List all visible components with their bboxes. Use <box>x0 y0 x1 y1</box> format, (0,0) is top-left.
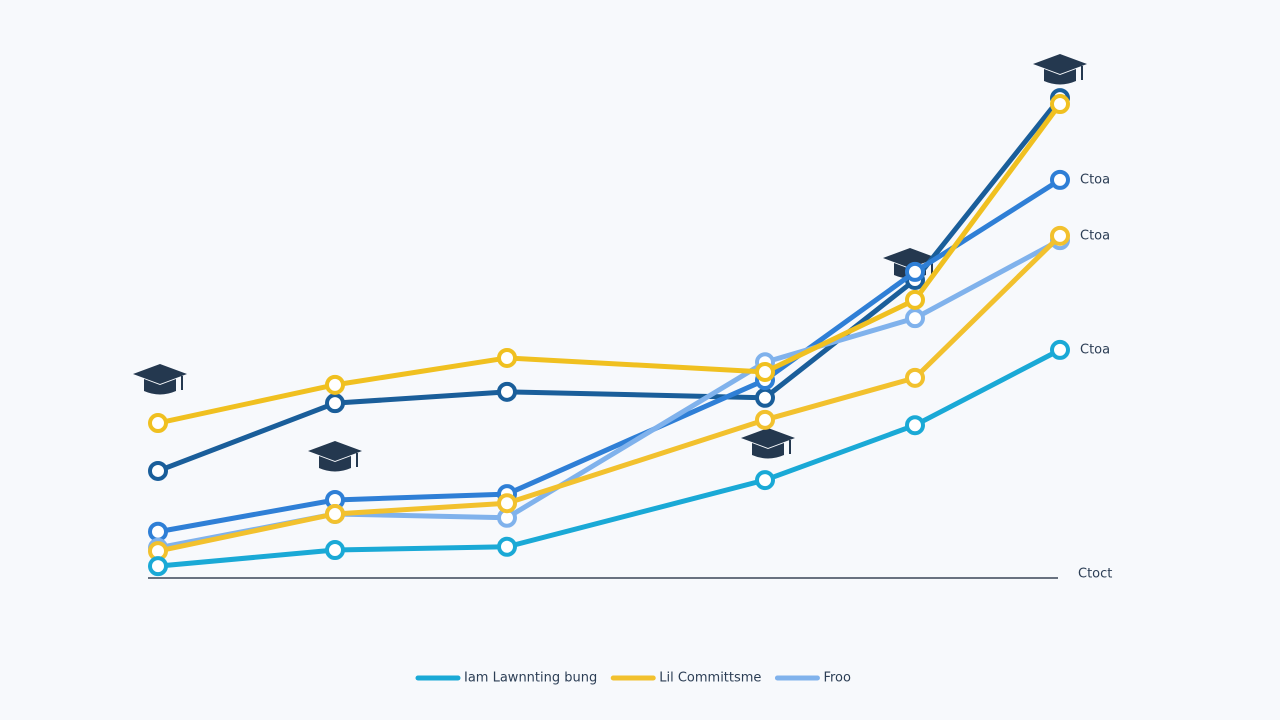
data-point <box>148 521 168 542</box>
legend-label: Froo <box>823 671 851 686</box>
cap-board <box>883 248 937 268</box>
baseline-label: Ctoct <box>1078 567 1112 582</box>
data-point <box>905 367 925 388</box>
data-point <box>148 413 168 434</box>
data-point <box>1050 94 1070 115</box>
data-point <box>497 347 517 368</box>
graduation-cap-icon <box>1033 54 1087 85</box>
cap-board <box>133 364 187 384</box>
cap-board <box>741 428 795 448</box>
data-point <box>497 493 517 514</box>
data-point <box>905 289 925 310</box>
data-point <box>905 308 925 329</box>
data-point <box>755 361 775 382</box>
series-line <box>155 95 1063 474</box>
end-label: Ctoa <box>1080 342 1110 357</box>
cap-board <box>1033 54 1087 74</box>
series-line <box>155 347 1063 569</box>
graduation-cap-icon <box>308 441 362 472</box>
cap-base <box>144 379 176 395</box>
graduation-cap-icon <box>133 364 187 395</box>
legend-label: Iam Lawnnting bung <box>464 671 597 686</box>
data-point <box>1050 225 1070 246</box>
data-point <box>905 261 925 282</box>
data-point <box>148 460 168 481</box>
data-point <box>755 470 775 491</box>
data-point <box>148 556 168 577</box>
cap-base <box>319 456 351 472</box>
data-point <box>325 374 345 395</box>
end-label: Ctoa <box>1080 172 1110 187</box>
data-point <box>1050 339 1070 360</box>
data-point <box>325 540 345 561</box>
data-point <box>905 415 925 436</box>
data-point <box>325 393 345 414</box>
end-label: Ctoa <box>1080 228 1110 243</box>
data-point <box>755 409 775 430</box>
graduation-cap-icon <box>741 428 795 459</box>
data-point <box>497 536 517 557</box>
series-line <box>155 177 1063 535</box>
series-line <box>155 233 1063 554</box>
cap-base <box>1044 69 1076 85</box>
cap-board <box>308 441 362 461</box>
data-point <box>1050 169 1070 190</box>
data-point <box>755 387 775 408</box>
cap-base <box>752 443 784 459</box>
series-line <box>155 101 1063 426</box>
data-point <box>497 381 517 402</box>
data-point <box>325 503 345 524</box>
legend-label: Lil Committsme <box>659 671 761 686</box>
